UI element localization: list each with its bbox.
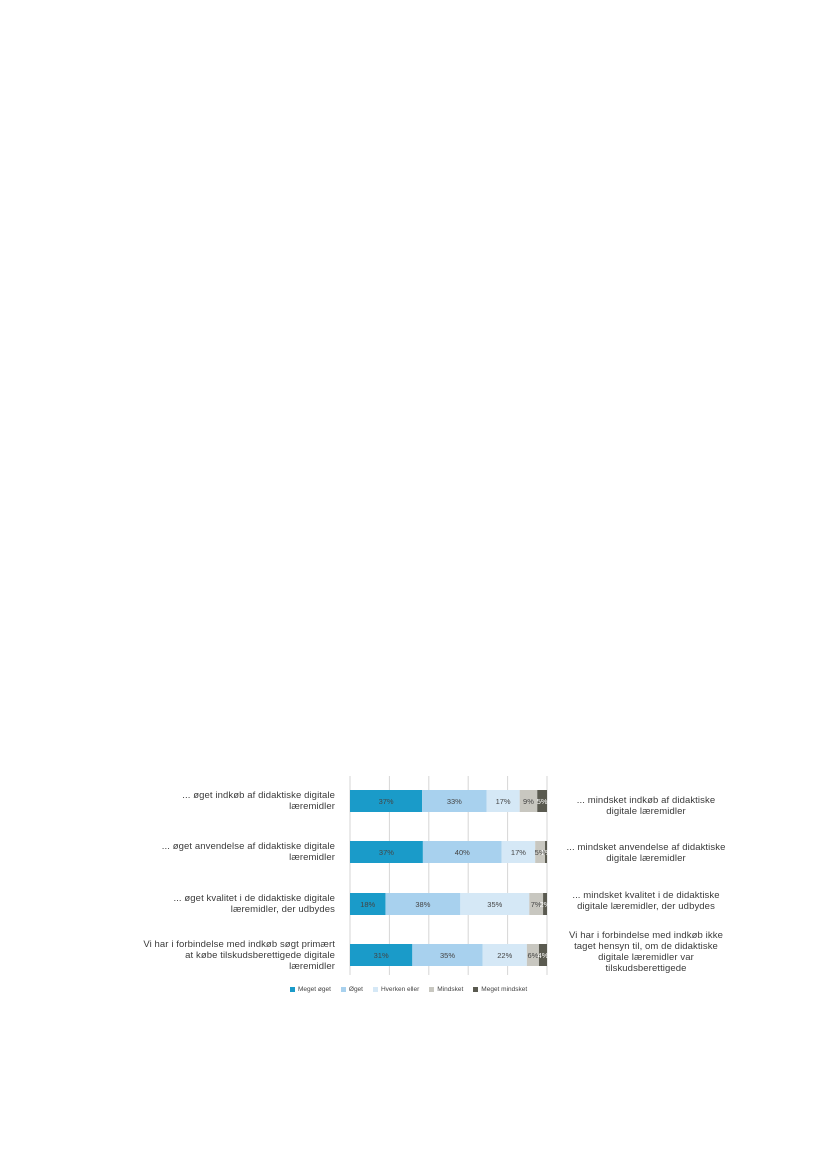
category-label-line: digitale læremidler	[606, 806, 686, 817]
legend-item: Mindsket	[429, 986, 463, 993]
category-label-line: digitale læremidler var	[598, 952, 694, 963]
category-label-line: ... øget anvendelse af didaktiske digita…	[161, 841, 335, 852]
data-label: 33%	[447, 797, 462, 806]
category-label-line: digitale læremidler, der udbydes	[577, 901, 715, 912]
category-label-line: digitale læremidler	[606, 853, 686, 864]
bar-segment	[535, 841, 546, 863]
data-label: 37%	[379, 848, 394, 857]
legend-swatch	[429, 986, 435, 992]
category-label-left: Vi har i forbindelse med indkøb søgt pri…	[140, 939, 335, 972]
data-label: 35%	[440, 951, 455, 960]
legend-swatch	[473, 986, 479, 992]
data-label: 6%	[528, 951, 539, 960]
legend-label: Hverken eller	[380, 985, 420, 993]
bar-segment	[538, 944, 547, 966]
data-label: 31%	[374, 951, 389, 960]
category-label-left: ... øget indkøb af didaktiske digitale læ…	[140, 790, 335, 812]
data-label: 37%	[379, 797, 394, 806]
bar-segment	[529, 893, 544, 915]
category-label-right: ... mindsket indkøb af didaktiske digital…	[556, 795, 736, 817]
category-label-line: læremidler	[289, 852, 335, 863]
category-label-line: taget hensyn til, om de didaktiske	[574, 941, 718, 952]
data-label: 38%	[415, 900, 430, 909]
data-label: 35%	[487, 900, 502, 909]
data-label: 9%	[523, 797, 534, 806]
legend-label: Øget	[348, 985, 363, 993]
bar-segment	[422, 790, 487, 812]
data-label: 2%	[540, 900, 551, 909]
bar-segment	[482, 944, 527, 966]
legend-item: Meget mindsket	[473, 986, 527, 993]
category-label-right: ... mindsket anvendelse af didaktiske dig…	[556, 842, 736, 864]
data-label: 7%	[531, 900, 542, 909]
bar-segment	[422, 841, 502, 863]
data-label: 4%	[538, 951, 549, 960]
chart-legend: Meget øget Øget Hverken eller Mindsket Meget…	[290, 983, 560, 995]
legend-item: Øget	[340, 985, 363, 993]
legend-swatch	[290, 986, 295, 992]
data-label: 17%	[496, 797, 511, 806]
category-label-line: læremidler	[289, 960, 335, 972]
bar-segment	[412, 944, 483, 966]
category-label-line: ... øget indkøb af didaktiske digitale	[182, 790, 335, 801]
category-label-left: ... øget kvalitet i de didaktiske digita…	[140, 893, 335, 915]
legend-swatch	[372, 986, 378, 992]
bar-segment	[350, 790, 423, 812]
data-label: 17%	[511, 848, 526, 857]
category-label-line: Vi har i forbindelse med indkøb ikke	[569, 930, 723, 941]
data-label: 5%	[535, 848, 546, 857]
data-label: 5%	[537, 797, 548, 806]
bar-segment	[526, 944, 539, 966]
bar-segment	[543, 893, 547, 915]
bar-segment	[350, 893, 386, 915]
category-label-line: ... mindsket kvalitet i de didaktiske	[572, 890, 720, 901]
category-label-line: at købe tilskudsberettigede digitale	[185, 949, 335, 961]
category-label-left: ... øget anvendelse af didaktiske digita…	[140, 841, 335, 863]
bar-segment	[350, 944, 413, 966]
data-label: 22%	[497, 951, 512, 960]
data-label: 18%	[360, 900, 375, 909]
bar-segment	[545, 841, 547, 863]
bar-segment	[519, 790, 538, 812]
data-label: 40%	[455, 848, 470, 857]
legend-item: Hverken eller	[372, 985, 420, 993]
category-label-right: Vi har i forbindelse med indkøb ikke tage…	[556, 930, 736, 974]
bar-segment	[537, 790, 547, 812]
category-label-line: tilskudsberettigede	[605, 963, 687, 974]
legend-label: Meget mindsket	[481, 985, 528, 993]
bar-segment	[486, 790, 520, 812]
category-label-line: læremidler	[289, 801, 335, 812]
category-label-line: ... øget kvalitet i de didaktiske digita…	[173, 893, 335, 904]
bar-segment	[350, 841, 423, 863]
legend-item: Meget øget	[290, 986, 331, 993]
legend-label: Meget øget	[298, 985, 331, 993]
legend-label: Mindsket	[437, 985, 464, 993]
category-label-right: ... mindsket kvalitet i de didaktiske dig…	[556, 890, 736, 912]
category-label-line: ... mindsket indkøb af didaktiske	[576, 795, 716, 806]
category-label-line: læremidler, der udbydes	[230, 904, 335, 915]
category-label-line: Vi har i forbindelse med indkøb søgt pri…	[143, 938, 335, 950]
bar-segment	[460, 893, 530, 915]
data-label: 1%	[541, 848, 552, 857]
legend-swatch	[340, 986, 346, 992]
bar-segment	[385, 893, 461, 915]
bar-segment	[501, 841, 536, 863]
category-label-line: ... mindsket anvendelse af didaktiske	[566, 842, 726, 853]
